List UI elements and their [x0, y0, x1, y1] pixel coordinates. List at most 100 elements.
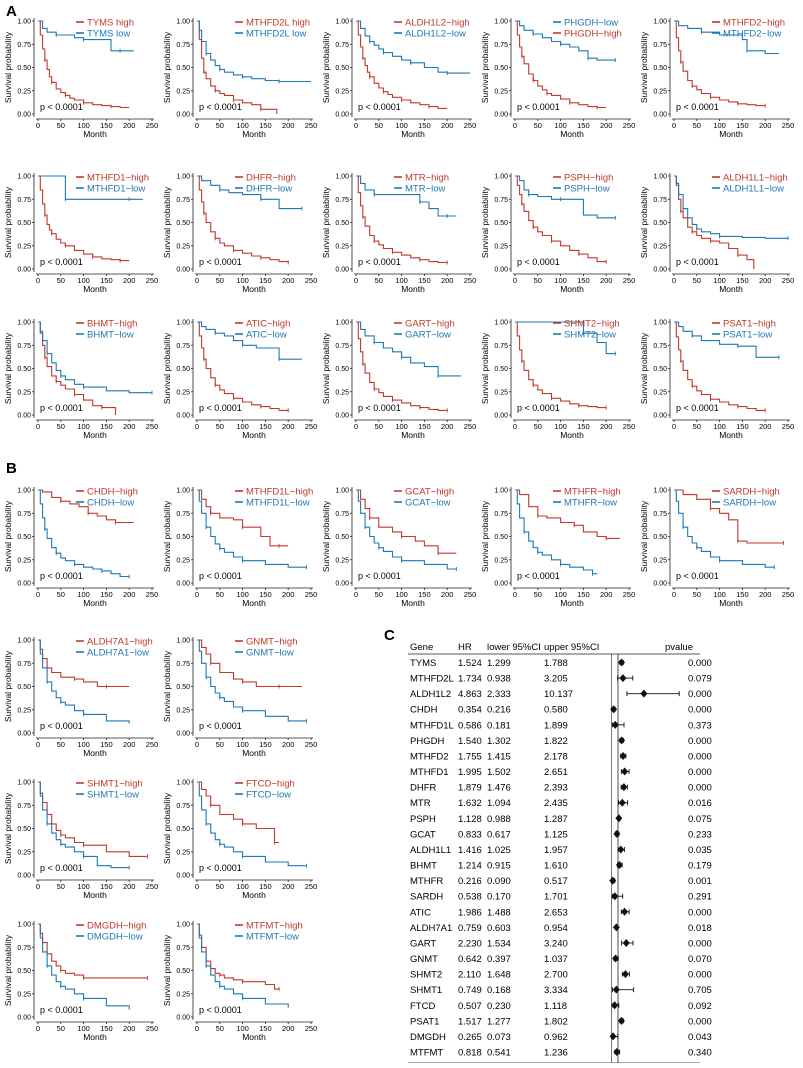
- y-tick-label: 0.00: [176, 413, 190, 420]
- forest-row: MTHFD2 1.755 1.415 2.178 0.000: [410, 751, 712, 762]
- forest-row: MTHFR 0.216 0.090 0.517 0.001: [410, 876, 712, 887]
- x-tick-label: 100: [236, 740, 249, 749]
- km-curve-shmt1-low: [38, 781, 130, 869]
- km-panel-gart: 0.00 0.25 0.50 0.75 1.00 0 50 100 150 200 250 Month…: [321, 319, 476, 441]
- y-tick-label: 0.50: [17, 684, 31, 691]
- y-axis-label: Survival probability: [480, 500, 490, 572]
- x-tick-label: 200: [759, 422, 772, 431]
- x-axis-label: Month: [83, 284, 107, 294]
- x-tick-label: 100: [554, 121, 567, 130]
- forest-gene: MTHFR: [410, 876, 443, 887]
- y-tick-label: 0.75: [335, 197, 349, 204]
- x-tick-label: 100: [395, 121, 408, 130]
- km-curve-psph-high: [515, 175, 607, 263]
- x-tick-label: 0: [195, 121, 199, 130]
- x-tick-label: 100: [395, 422, 408, 431]
- y-tick-label: 0.00: [176, 581, 190, 588]
- x-tick-label: 200: [759, 590, 772, 599]
- p-value-label: p < 0.0001: [199, 1005, 242, 1015]
- x-tick-label: 250: [305, 1024, 318, 1033]
- km-curve-gart-low: [356, 321, 461, 377]
- y-tick-label: 0.25: [494, 389, 508, 396]
- legend-label: PHGDH−low: [564, 18, 618, 29]
- x-tick-label: 150: [259, 422, 272, 431]
- legend-label: CHDH−high: [87, 487, 138, 498]
- x-axis-label: Month: [719, 129, 743, 139]
- x-tick-label: 150: [100, 882, 113, 891]
- y-tick-label: 0.75: [17, 511, 31, 518]
- y-tick-label: 0.75: [176, 343, 190, 350]
- y-tick-label: 0.25: [176, 707, 190, 714]
- p-value-label: p < 0.0001: [676, 571, 719, 581]
- forest-lower-ci: 0.170: [487, 892, 511, 903]
- x-tick-label: 50: [57, 422, 65, 431]
- km-panel-mtr: 0.00 0.25 0.50 0.75 1.00 0 50 100 150 200 250 Month…: [321, 173, 476, 295]
- forest-gene: MTHFD1: [410, 767, 449, 778]
- km-curve-shmt2-high: [515, 321, 607, 409]
- y-tick-label: 0.00: [335, 112, 349, 119]
- x-tick-label: 200: [600, 121, 613, 130]
- y-axis-label: Survival probability: [162, 31, 172, 103]
- x-tick-label: 250: [782, 121, 795, 130]
- forest-gene: GART: [410, 938, 436, 949]
- y-tick-label: 0.25: [176, 243, 190, 250]
- km-curve-mthfd2l-high: [197, 20, 278, 114]
- x-tick-label: 200: [282, 882, 295, 891]
- x-tick-label: 0: [195, 422, 199, 431]
- forest-hr-marker: [615, 814, 623, 823]
- y-tick-label: 0.50: [176, 65, 190, 72]
- forest-hr: 1.517: [458, 1016, 482, 1027]
- y-tick-label: 0.50: [653, 534, 667, 541]
- y-tick-label: 1.00: [176, 780, 190, 787]
- x-axis-label: Month: [83, 1032, 107, 1042]
- y-tick-label: 0.25: [335, 557, 349, 564]
- p-value-label: p < 0.0001: [199, 403, 242, 413]
- forest-gene: MTR: [410, 798, 431, 809]
- legend-label: GCAT−low: [405, 498, 451, 509]
- x-tick-label: 50: [57, 276, 65, 285]
- x-tick-label: 100: [395, 276, 408, 285]
- x-tick-label: 100: [236, 1024, 249, 1033]
- forest-row: ALDH1L2 4.863 2.333 10.137 0.000: [410, 689, 712, 700]
- y-axis-label: Survival probability: [162, 792, 172, 864]
- legend-label: SHMT1−low: [87, 790, 139, 801]
- y-tick-label: 1.00: [335, 174, 349, 181]
- y-tick-label: 0.00: [17, 581, 31, 588]
- km-curve-aldh1l2-high: [356, 20, 448, 109]
- forest-gene: PHGDH: [410, 736, 444, 747]
- y-tick-label: 0.25: [176, 557, 190, 564]
- forest-pvalue: 0.291: [688, 892, 712, 903]
- y-axis-label: Survival probability: [162, 332, 172, 404]
- forest-hr-marker: [617, 845, 625, 854]
- y-tick-label: 0.75: [335, 343, 349, 350]
- y-tick-label: 0.00: [494, 267, 508, 274]
- forest-upper-ci: 1.287: [544, 814, 568, 825]
- forest-hr-marker: [613, 1048, 621, 1056]
- forest-hr-marker: [611, 892, 619, 901]
- x-tick-label: 150: [736, 121, 749, 130]
- y-tick-label: 0.00: [17, 267, 31, 274]
- y-tick-label: 1.00: [176, 922, 190, 929]
- x-tick-label: 0: [513, 121, 517, 130]
- forest-hr-marker: [610, 705, 618, 714]
- y-tick-label: 0.25: [335, 88, 349, 95]
- y-tick-label: 0.00: [494, 112, 508, 119]
- y-tick-label: 1.00: [17, 174, 31, 181]
- forest-hr-marker: [612, 985, 620, 994]
- x-tick-label: 0: [354, 121, 358, 130]
- km-curve-bhmt-low: [38, 321, 152, 394]
- y-tick-label: 0.50: [335, 220, 349, 227]
- km-curve-mthfd2l-low: [197, 20, 311, 83]
- y-tick-label: 0.75: [176, 197, 190, 204]
- x-tick-label: 0: [195, 882, 199, 891]
- forest-row: ALDH7A1 0.759 0.603 0.954 0.018: [410, 923, 712, 934]
- km-curve-gart-high: [356, 321, 448, 411]
- x-tick-label: 250: [464, 590, 477, 599]
- y-tick-label: 0.00: [653, 267, 667, 274]
- x-tick-label: 250: [782, 422, 795, 431]
- x-tick-label: 100: [77, 590, 90, 599]
- forest-pvalue: 0.000: [688, 705, 712, 716]
- y-tick-label: 0.25: [494, 243, 508, 250]
- x-tick-label: 0: [195, 1024, 199, 1033]
